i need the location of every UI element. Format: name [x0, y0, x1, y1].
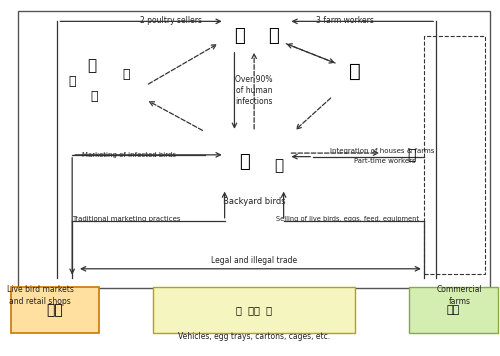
Text: 2 poultry sellers: 2 poultry sellers: [140, 16, 202, 25]
FancyBboxPatch shape: [154, 287, 355, 333]
Text: Marketing of infected birds: Marketing of infected birds: [82, 152, 176, 158]
Text: 🚛  🥚🥚  📦: 🚛 🥚🥚 📦: [236, 305, 272, 315]
Text: Over 90%
of human
infections: Over 90% of human infections: [236, 75, 273, 106]
Text: 🏡🌾: 🏡🌾: [446, 305, 460, 315]
Text: Integration of houses & farms: Integration of houses & farms: [330, 148, 434, 154]
Text: Vehicles, egg trays, cartons, cages, etc.: Vehicles, egg trays, cartons, cages, etc…: [178, 332, 330, 341]
Text: Legal and illegal trade: Legal and illegal trade: [211, 256, 297, 265]
Text: 🐖: 🐖: [122, 68, 130, 81]
Text: Selling of live birds, eggs, feed, equipment: Selling of live birds, eggs, feed, equip…: [276, 216, 419, 222]
Text: 🐔🐔: 🐔🐔: [46, 303, 64, 317]
Text: 🐕: 🐕: [90, 90, 98, 103]
FancyBboxPatch shape: [409, 287, 498, 333]
Text: 🐔: 🐔: [239, 153, 250, 171]
Text: 🦢: 🦢: [349, 62, 361, 81]
Text: 👩: 👩: [234, 27, 244, 44]
Text: 3 farm workers: 3 farm workers: [316, 16, 374, 25]
Text: 🐟: 🐟: [408, 148, 416, 162]
Text: Part-time workers: Part-time workers: [354, 158, 416, 164]
Text: Commercial
farms: Commercial farms: [437, 286, 482, 305]
Text: Traditional marketing practices: Traditional marketing practices: [72, 216, 180, 222]
Text: 🦢: 🦢: [274, 158, 283, 173]
Text: 👨: 👨: [268, 27, 279, 44]
Text: Backyard birds: Backyard birds: [223, 197, 286, 206]
Text: 🫏: 🫏: [88, 58, 96, 73]
Text: Live bird markets
and retail shops: Live bird markets and retail shops: [7, 286, 73, 305]
Text: 🐈: 🐈: [68, 75, 76, 88]
FancyBboxPatch shape: [10, 287, 99, 333]
